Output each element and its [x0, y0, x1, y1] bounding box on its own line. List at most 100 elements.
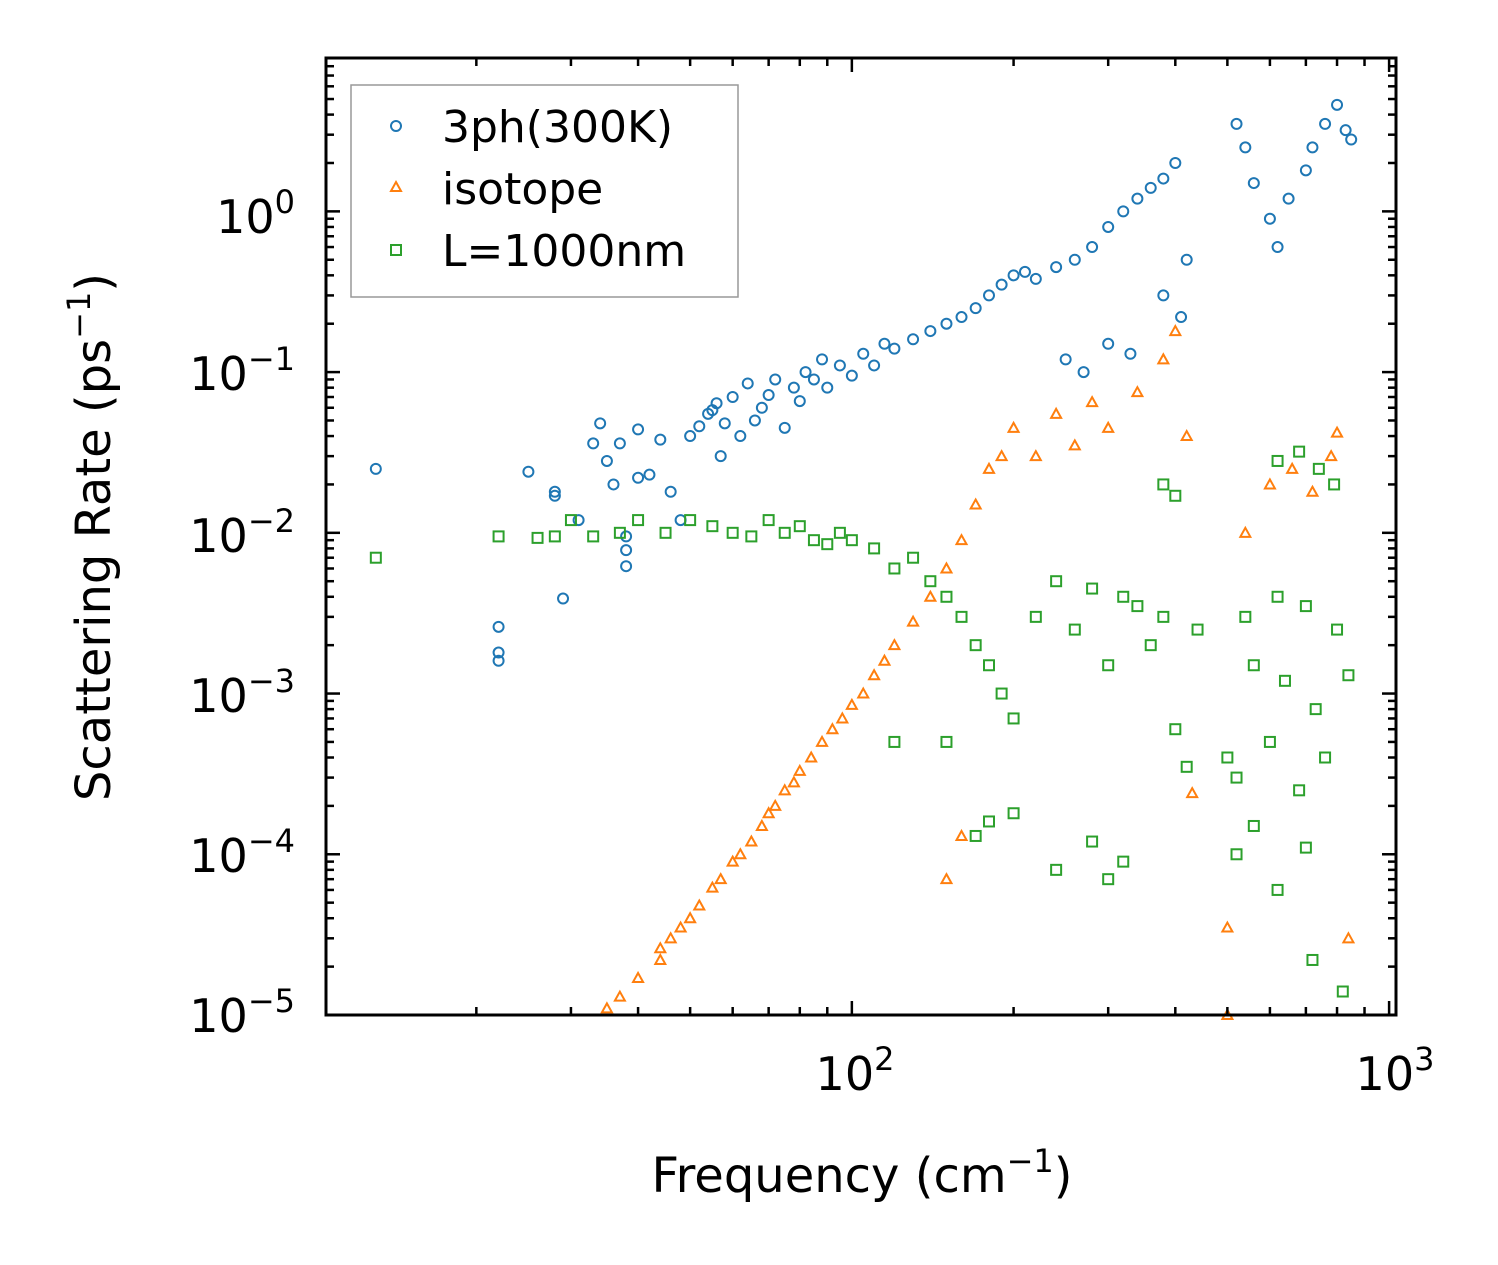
y-tick-label-2: 10−2 [189, 502, 295, 563]
data-point [888, 562, 901, 575]
data-point [1068, 623, 1081, 636]
data-point [653, 952, 668, 965]
data-point [714, 450, 727, 463]
data-point [632, 423, 645, 436]
data-point [787, 381, 800, 394]
data-point [684, 514, 697, 527]
data-point [705, 880, 720, 893]
data-point [821, 381, 834, 394]
data-point [954, 533, 969, 546]
data-point [1077, 366, 1090, 379]
data-point [1341, 931, 1356, 944]
data-point [663, 931, 678, 944]
data-point [994, 449, 1009, 462]
data-point [868, 542, 881, 555]
x-axis-title: Frequency (cm−1) [651, 1142, 1072, 1204]
data-point [969, 639, 982, 652]
data-point [1168, 324, 1183, 337]
data-point [1185, 786, 1199, 799]
data-point [778, 783, 792, 796]
data-point [674, 514, 687, 527]
data-point [793, 520, 806, 533]
y-tick-label-3: 10−3 [189, 662, 295, 723]
data-point [1282, 192, 1295, 205]
data-point [1339, 124, 1352, 137]
data-point [1180, 760, 1193, 773]
data-point [1293, 784, 1306, 797]
data-point [632, 514, 645, 527]
data-point [778, 526, 791, 539]
data-point [734, 430, 747, 443]
data-point [1293, 445, 1306, 458]
data-point [1029, 272, 1042, 285]
data-point [1156, 352, 1171, 365]
data-point [833, 359, 846, 372]
data-point [778, 421, 791, 434]
data-point [833, 526, 846, 539]
data-point [1319, 117, 1332, 130]
data-point [1007, 712, 1020, 725]
data-point [1085, 395, 1099, 408]
data-point [1124, 347, 1137, 360]
data-point [1239, 610, 1252, 623]
data-point [924, 325, 937, 338]
data-point [1278, 674, 1291, 687]
data-point [369, 462, 382, 475]
data-point [733, 847, 748, 860]
legend-label-isotope: isotope [442, 164, 603, 215]
data-point [1324, 449, 1338, 462]
data-point [1230, 771, 1243, 784]
data-point [924, 575, 937, 588]
y-tick-label-0: 100 [216, 183, 295, 244]
data-point [1299, 164, 1312, 177]
legend-marker-3ph [390, 120, 402, 132]
data-point [1271, 454, 1284, 467]
data-point [1230, 117, 1243, 130]
data-point [807, 534, 820, 547]
data-point [548, 485, 561, 498]
data-point [1006, 420, 1021, 433]
data-point [1271, 590, 1284, 603]
data-point [845, 369, 858, 382]
data-point [939, 872, 954, 885]
data-point [1102, 659, 1115, 672]
data-point [1050, 261, 1063, 274]
data-point [799, 366, 812, 379]
data-point [968, 497, 983, 510]
data-point [1331, 98, 1344, 111]
data-point [1305, 484, 1320, 497]
data-point [726, 526, 739, 539]
data-point [983, 289, 996, 302]
data-point [867, 668, 881, 681]
data-point [1169, 489, 1182, 502]
data-point [620, 530, 633, 543]
data-point [983, 815, 996, 828]
data-point [741, 377, 754, 390]
data-point [1191, 623, 1204, 636]
data-point [643, 468, 656, 481]
data-point [1263, 735, 1276, 748]
data-point [923, 589, 938, 602]
x-tick-label-1: 103 [1356, 1040, 1435, 1101]
data-point [369, 551, 382, 564]
data-point [1180, 253, 1193, 266]
data-point [825, 722, 840, 735]
data-point [548, 489, 561, 502]
data-point [1221, 751, 1234, 764]
data-point [1130, 385, 1145, 398]
data-point [1131, 600, 1144, 613]
data-point [955, 610, 968, 623]
data-point [748, 414, 761, 427]
y-axis-title: Scattering Rate (ps−1) [60, 273, 122, 801]
data-point [1247, 819, 1260, 832]
data-point [726, 390, 739, 403]
data-point [522, 465, 535, 478]
data-point [1050, 863, 1063, 876]
data-point [620, 544, 633, 557]
data-point [1345, 133, 1358, 146]
data-point [755, 818, 769, 831]
data-point [714, 872, 728, 885]
data-point [664, 485, 677, 498]
data-point [557, 592, 570, 605]
data-point [1007, 269, 1020, 282]
